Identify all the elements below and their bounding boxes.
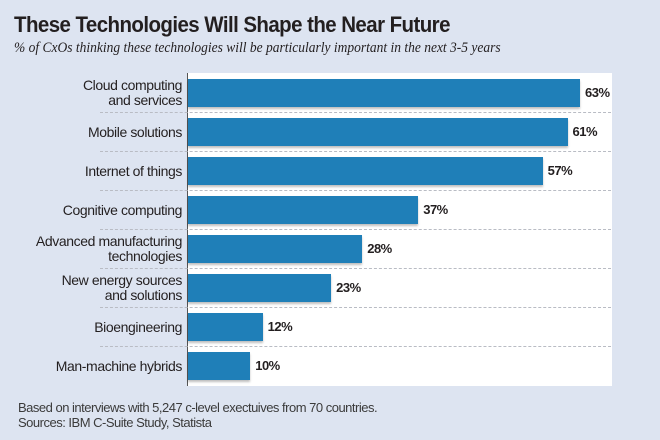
category-label: Advanced manufacturing technologies — [35, 233, 182, 264]
category-label: Bioengineering — [94, 318, 182, 335]
bar — [188, 79, 580, 107]
row-separator — [100, 268, 611, 269]
bar — [188, 196, 419, 224]
value-label: 12% — [267, 319, 293, 334]
value-label: 23% — [336, 280, 361, 295]
category-label: Cloud computing and services — [82, 77, 182, 108]
category-label: Internet of things — [84, 162, 182, 179]
bar — [188, 352, 251, 380]
bar — [188, 235, 363, 263]
value-label: 37% — [423, 202, 448, 217]
value-label: 63% — [585, 85, 610, 100]
bar — [188, 118, 568, 146]
bar — [188, 313, 263, 341]
category-label: Mobile solutions — [88, 123, 182, 140]
category-label: Man-machine hybrids — [55, 357, 183, 374]
value-label: 28% — [367, 241, 392, 256]
chart-title: These Technologies Will Shape the Near F… — [14, 12, 450, 37]
category-label: New energy sources and solutions — [61, 272, 183, 303]
row-separator — [100, 229, 611, 230]
value-label: 57% — [547, 163, 573, 178]
row-separator — [100, 307, 611, 308]
bar — [188, 274, 332, 302]
footnote-sources: Sources: IBM C-Suite Study, Statista — [18, 415, 212, 430]
value-label: 10% — [255, 358, 280, 373]
row-separator — [100, 151, 611, 152]
row-separator — [100, 112, 611, 113]
footnote-method: Based on interviews with 5,247 c-level e… — [18, 400, 378, 415]
bar — [188, 157, 543, 185]
value-label: 61% — [572, 124, 598, 139]
row-separator — [100, 190, 611, 191]
category-label: Cognitive computing — [62, 201, 183, 218]
chart-subtitle: % of CxOs thinking these technologies wi… — [14, 40, 501, 56]
row-separator — [100, 346, 611, 347]
